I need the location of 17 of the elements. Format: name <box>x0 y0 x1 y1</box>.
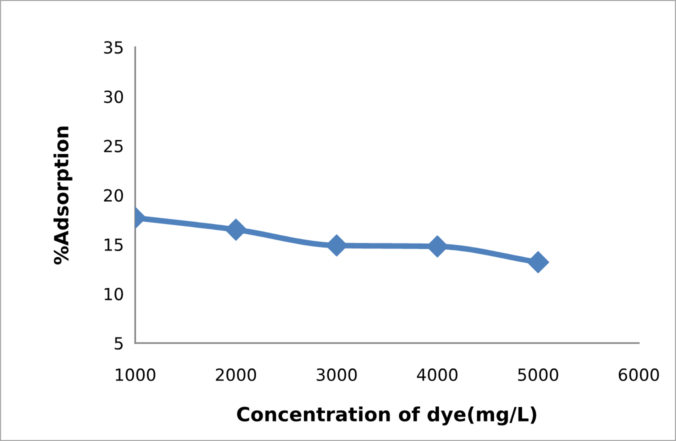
y-tick-label: 25 <box>104 140 123 152</box>
y-axis-title: %Adsorption <box>54 126 72 265</box>
y-tick-label: 30 <box>104 90 123 104</box>
y-tick-label: 5 <box>114 337 123 350</box>
x-tick-label: 6000 <box>618 368 659 381</box>
y-tick-label: 10 <box>104 288 123 300</box>
x-tick-label: 5000 <box>518 368 558 381</box>
x-tick-label: 1000 <box>116 368 156 381</box>
point <box>527 251 550 274</box>
x-tick-label: 4000 <box>416 368 458 381</box>
x-tick-label: 2000 <box>216 368 256 381</box>
point <box>224 218 247 241</box>
y-tick-label: 20 <box>104 189 123 202</box>
y-tick-label: 35 <box>104 41 123 54</box>
x-axis-title: Concentration of dye(mg/L) <box>237 406 536 426</box>
y-tick-label: 15 <box>104 238 123 252</box>
x-tick-label: 3000 <box>316 368 357 381</box>
